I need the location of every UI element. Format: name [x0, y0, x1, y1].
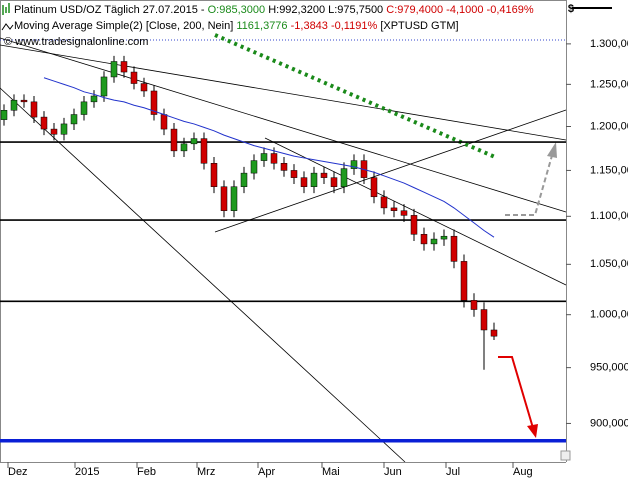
legend-part: -1,3843 -0,1191% — [291, 20, 378, 32]
legend-part: [XPTUSD GTM] — [380, 20, 458, 32]
candle-body — [0, 110, 8, 120]
legend-part: H:992,3200 L:975,7500 — [268, 4, 383, 16]
y-tick-label: 1.250,000 — [590, 78, 628, 90]
candle-body — [390, 207, 398, 211]
candle-body — [160, 114, 168, 130]
candle-body — [60, 123, 68, 135]
x-tick-label: Apr — [258, 466, 275, 478]
candle-body — [70, 114, 78, 125]
candle-body — [310, 172, 318, 187]
projection-arrow — [498, 356, 534, 429]
plot — [0, 55, 566, 443]
projection-arrow — [505, 151, 554, 216]
candle-body — [350, 160, 358, 169]
arrow-head — [527, 424, 538, 438]
candle-body — [410, 215, 418, 235]
legend-text: Platinum USD/OZ Täglich 27.07.2015 - O:9… — [14, 4, 534, 16]
arrow-head — [547, 142, 557, 158]
candle-body — [120, 61, 128, 73]
legend-part: 1161,3776 — [236, 20, 287, 32]
candle-body — [480, 309, 488, 331]
candle-body — [80, 101, 88, 115]
legend-icon — [2, 3, 10, 15]
candle-body — [190, 138, 198, 145]
x-tick-label: Mai — [322, 466, 340, 478]
candle-body — [130, 71, 138, 84]
candle-body — [470, 300, 478, 310]
legend-part: Platinum USD/OZ Täglich 27.07.2015 - — [14, 4, 205, 16]
candle-body — [240, 172, 248, 187]
y-tick-label: 1.050,000 — [590, 258, 628, 270]
candle-body — [30, 101, 38, 118]
candle-body — [430, 238, 438, 245]
legend-part: C:979,4000 -4,1000 -0,4169% — [386, 4, 534, 16]
candle-body — [370, 177, 378, 198]
legend-icon — [1, 23, 14, 31]
candle-body — [320, 172, 328, 178]
candle-body — [50, 128, 58, 135]
candle-body — [300, 177, 308, 187]
candle-body — [150, 90, 158, 115]
candle-body — [340, 168, 348, 187]
y-tick-label: 1.100,000 — [590, 210, 628, 222]
x-tick-label: Jun — [384, 466, 402, 478]
y-tick-label: 1.200,000 — [590, 120, 628, 132]
candle-body — [290, 170, 298, 178]
x-tick-label: 2015 — [75, 466, 99, 478]
y-tick-label: 950,000 — [590, 362, 628, 374]
symbol: $ — [568, 3, 574, 15]
y-tick-label: 1.150,000 — [590, 164, 628, 176]
green-dotted-line — [214, 33, 496, 159]
trend-line — [0, 87, 406, 463]
drawings — [0, 33, 567, 463]
candle-body — [280, 163, 288, 171]
candle-body — [400, 210, 408, 216]
candle-body — [100, 76, 108, 97]
candle-body — [220, 186, 228, 211]
x-tick-label: Aug — [513, 466, 533, 478]
resize-icon — [560, 450, 571, 461]
x-tick-label: Dez — [8, 466, 28, 478]
x-tick-label: Feb — [137, 466, 156, 478]
candle-body — [170, 128, 178, 152]
trend-line — [264, 137, 567, 286]
candle-body — [210, 163, 218, 187]
candle-body — [420, 234, 428, 245]
y-tick-label: 1.000,000 — [590, 309, 628, 321]
x-tick-label: Jul — [446, 466, 460, 478]
candle-body — [40, 116, 48, 130]
candle-body — [270, 153, 278, 164]
candle-body — [230, 186, 238, 211]
trend-line — [0, 44, 567, 141]
candle-body — [250, 160, 258, 174]
legend-part: O:985,3000 — [208, 4, 266, 16]
axis-panel — [566, 0, 628, 480]
copyright: © www.tradesignalonline.com — [4, 36, 148, 48]
y-tick-label: 1.300,000 — [590, 38, 628, 50]
candle-body — [460, 261, 468, 301]
candle-body — [260, 153, 268, 161]
candle-body — [200, 138, 208, 164]
candle-body — [140, 83, 148, 92]
candle-body — [380, 196, 388, 209]
moving-average — [43, 77, 495, 238]
legend-part: Moving Average Simple(2) [Close, 200, Ne… — [14, 20, 233, 32]
legend: Platinum USD/OZ Täglich 27.07.2015 - O:9… — [1, 3, 534, 48]
candle-body — [10, 99, 18, 111]
candle-body — [90, 95, 98, 103]
candle-body — [490, 329, 498, 337]
candle-body — [20, 99, 28, 103]
candle-body — [440, 235, 448, 240]
trend-line — [0, 37, 567, 213]
trend-line — [214, 109, 567, 233]
y-tick-label: 900,000 — [590, 417, 628, 429]
x-tick-label: Mrz — [197, 466, 215, 478]
candle-body — [180, 143, 188, 152]
candle-body — [450, 235, 458, 262]
candle-body — [110, 61, 118, 78]
candle-body — [330, 177, 338, 187]
legend-text: Moving Average Simple(2) [Close, 200, Ne… — [14, 20, 459, 32]
